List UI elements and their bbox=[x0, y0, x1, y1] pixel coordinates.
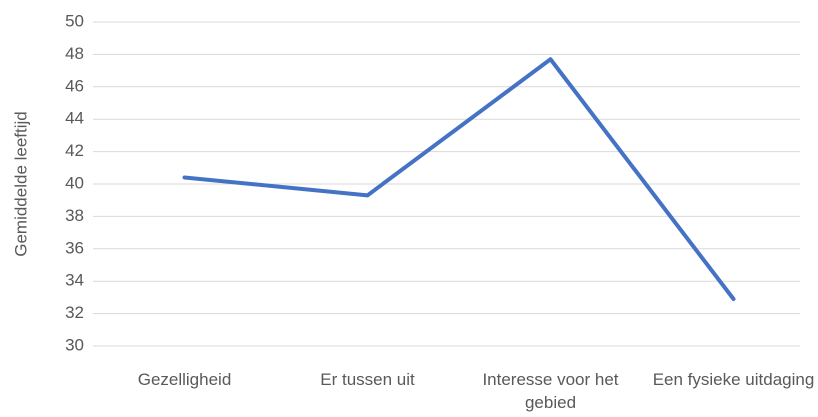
y-tick-label: 40 bbox=[65, 173, 84, 192]
y-tick-label: 50 bbox=[65, 11, 84, 30]
y-tick-label: 36 bbox=[65, 238, 84, 257]
x-tick-label: Gezelligheid bbox=[137, 370, 232, 389]
x-tick-label: Interesse voor het gebied bbox=[482, 370, 619, 412]
y-tick-label: 34 bbox=[65, 271, 84, 290]
x-tick-label: Er tussen uit bbox=[320, 370, 415, 389]
data-line bbox=[182, 57, 736, 302]
y-tick-label: 44 bbox=[65, 109, 84, 128]
y-tick-label: 32 bbox=[65, 303, 84, 322]
y-tick-label: 42 bbox=[65, 141, 84, 160]
y-tick-label: 30 bbox=[65, 335, 84, 354]
y-tick-label: 46 bbox=[65, 76, 84, 95]
y-axis-label: Gemiddelde leeftijd bbox=[11, 111, 30, 257]
y-tick-label: 38 bbox=[65, 206, 84, 225]
y-tick-label: 48 bbox=[65, 44, 84, 63]
x-tick-label: Een fysieke uitdaging bbox=[652, 370, 815, 389]
